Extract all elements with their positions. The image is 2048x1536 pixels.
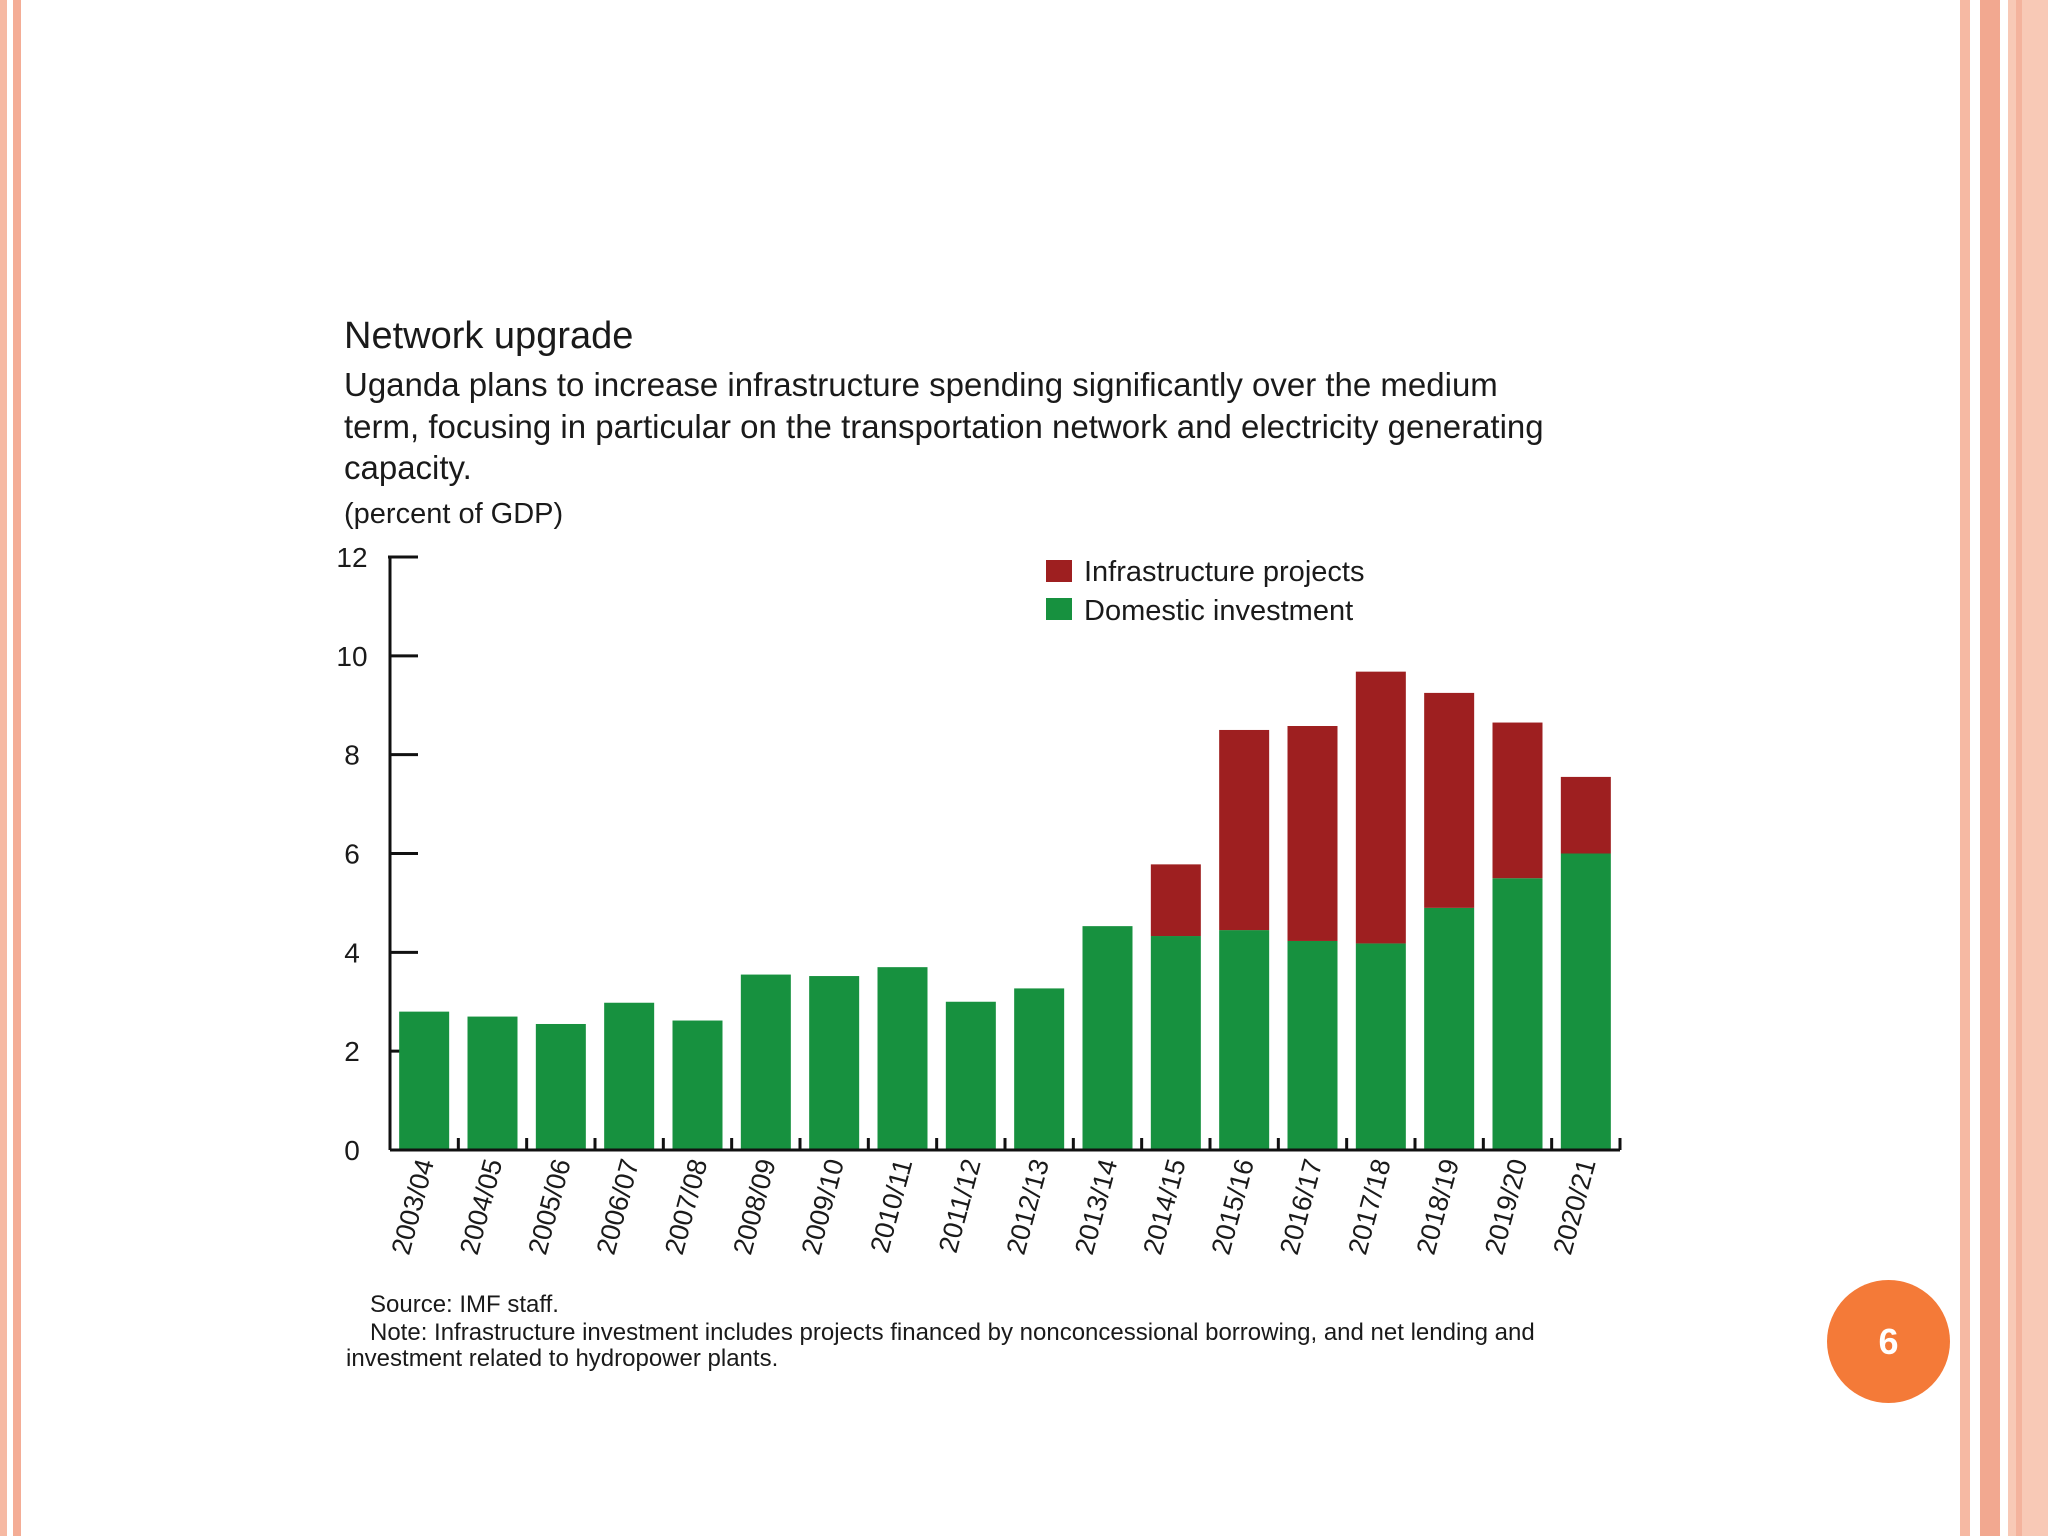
y-axis: 0 2 4 6 8 10 12: [336, 542, 418, 1166]
bar-domestic-investment-2015-16: [1219, 930, 1270, 1150]
x-tick-label: 2016/17: [1274, 1156, 1328, 1258]
x-tick-label: 2009/10: [796, 1156, 850, 1258]
bar-domestic-investment-2019-20: [1492, 878, 1543, 1150]
bar-domestic-investment-2012-13: [1014, 988, 1065, 1150]
bar-domestic-investment-2006-07: [604, 1002, 655, 1150]
chart-subtitle-line-1: Uganda plans to increase infrastructure …: [344, 366, 1498, 403]
x-tick-label: 2003/04: [386, 1156, 440, 1258]
bar-domestic-investment-2014-15: [1150, 936, 1201, 1150]
x-tick-label: 2007/08: [659, 1156, 713, 1258]
chart-subtitle-line-2: term, focusing in particular on the tran…: [344, 408, 1544, 445]
bar-domestic-investment-2007-08: [672, 1020, 723, 1150]
y-tick-label: 8: [344, 740, 360, 771]
bar-domestic-investment-2016-17: [1287, 940, 1338, 1150]
chart-subtitle-line-3: capacity.: [344, 449, 472, 486]
x-tick-label: 2010/11: [865, 1156, 919, 1256]
slide-frame-left-outer: [0, 0, 7, 1536]
x-tick-label: 2014/15: [1137, 1156, 1191, 1258]
bar-domestic-investment-2004-05: [467, 1016, 518, 1150]
bar-infrastructure-projects-2019-20: [1492, 722, 1543, 879]
bar-domestic-investment-2008-09: [740, 974, 791, 1150]
chart-note-line-2: investment related to hydropower plants.: [346, 1345, 778, 1372]
x-tick-label: 2015/16: [1206, 1156, 1260, 1258]
bar-infrastructure-projects-2014-15: [1150, 864, 1201, 937]
x-tick-label: 2012/13: [1001, 1156, 1055, 1258]
x-tick-label: 2019/20: [1479, 1156, 1533, 1258]
bar-infrastructure-projects-2016-17: [1287, 726, 1338, 941]
x-tick-label: 2018/19: [1411, 1156, 1465, 1258]
x-axis-labels: 2003/04 2004/05 2005/06 2006/07 2007/08 2008/…: [386, 1156, 1602, 1258]
legend-label-infrastructure-projects: Infrastructure projects: [1084, 556, 1364, 588]
slide-frame-right-stripe-d: [2016, 0, 2022, 1536]
y-tick-label: 4: [344, 937, 360, 968]
bar-plot-area: [399, 671, 1611, 1150]
y-tick-label: 2: [344, 1036, 360, 1067]
x-tick-label: 2011/12: [933, 1156, 987, 1256]
chart-unit-label: (percent of GDP): [344, 498, 563, 530]
slide-frame-left-inner: [13, 0, 21, 1536]
bar-domestic-investment-2009-10: [809, 976, 860, 1150]
bar-domestic-investment-2018-19: [1424, 907, 1475, 1150]
y-tick-label: 0: [344, 1135, 360, 1166]
x-tick-label: 2005/06: [522, 1156, 576, 1258]
chart-source-note: Source: IMF staff.: [370, 1291, 559, 1318]
page-number-badge: 6: [1827, 1280, 1950, 1403]
x-tick-label: 2017/18: [1342, 1156, 1396, 1258]
chart-title: Network upgrade: [344, 315, 633, 357]
legend-swatch-domestic-investment: [1046, 598, 1072, 620]
x-tick-label: 2020/21: [1547, 1156, 1601, 1258]
x-tick-label: 2013/14: [1069, 1156, 1123, 1258]
bar-domestic-investment-2020-21: [1560, 853, 1611, 1150]
x-tick-label: 2006/07: [591, 1156, 645, 1258]
bar-infrastructure-projects-2020-21: [1560, 776, 1611, 854]
x-tick-label: 2004/05: [454, 1156, 508, 1258]
bar-domestic-investment-2005-06: [535, 1023, 586, 1150]
legend-label-domestic-investment: Domestic investment: [1084, 595, 1353, 627]
y-tick-label: 12: [336, 542, 367, 573]
y-tick-label: 10: [336, 641, 367, 672]
x-tick-label: 2008/09: [727, 1156, 781, 1258]
bar-infrastructure-projects-2015-16: [1219, 729, 1270, 931]
axis-lines: [388, 555, 1622, 1152]
bar-infrastructure-projects-2017-18: [1355, 671, 1406, 944]
bar-domestic-investment-2013-14: [1082, 926, 1133, 1150]
bar-domestic-investment-2003-04: [399, 1011, 450, 1150]
slide-frame-right-stripe-b: [1980, 0, 2000, 1536]
chart-note-line-1: Note: Infrastructure investment includes…: [370, 1319, 1535, 1346]
legend-swatch-infrastructure-projects: [1046, 560, 1072, 582]
bar-domestic-investment-2011-12: [945, 1001, 996, 1150]
bar-infrastructure-projects-2018-19: [1424, 692, 1475, 908]
y-tick-label: 6: [344, 839, 360, 870]
bar-domestic-investment-2010-11: [877, 967, 928, 1150]
slide-frame-right-stripe-c: [2008, 0, 2048, 1536]
legend: Infrastructure projects Domestic investm…: [1046, 556, 1364, 627]
slide-frame-right-stripe-a: [1960, 0, 1970, 1536]
bar-domestic-investment-2017-18: [1355, 943, 1406, 1150]
